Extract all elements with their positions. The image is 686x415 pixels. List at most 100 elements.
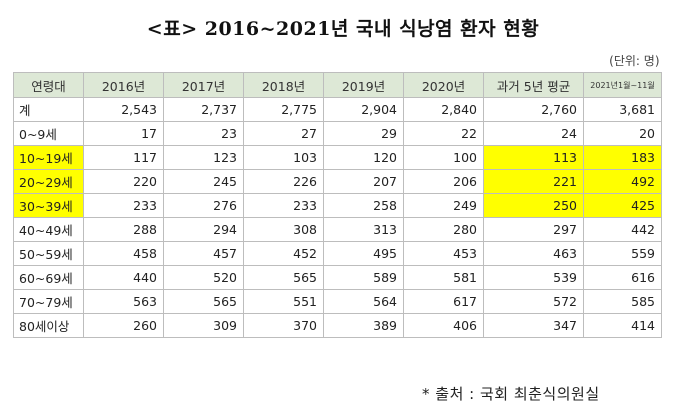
table-row: 80세이상 260 309 370 389 406 347 414 bbox=[13, 313, 662, 338]
value-cell: 2,737 bbox=[163, 97, 244, 122]
value-cell: 258 bbox=[323, 193, 404, 218]
table-row: 60~69세 440 520 565 589 581 539 616 bbox=[13, 265, 662, 290]
value-cell: 123 bbox=[163, 145, 244, 170]
table-row: 70~79세 563 565 551 564 617 572 585 bbox=[13, 289, 662, 314]
value-cell: 276 bbox=[163, 193, 244, 218]
age-group-cell: 10~19세 bbox=[13, 145, 84, 170]
value-cell: 389 bbox=[323, 313, 404, 338]
table-row: 30~39세 233 276 233 258 249 250 425 bbox=[13, 193, 662, 218]
table-row: 0~9세 17 23 27 29 22 24 20 bbox=[13, 121, 662, 146]
value-cell: 440 bbox=[83, 265, 164, 290]
value-cell: 565 bbox=[243, 265, 324, 290]
value-cell: 27 bbox=[243, 121, 324, 146]
age-group-cell: 30~39세 bbox=[13, 193, 84, 218]
value-cell: 453 bbox=[403, 241, 484, 266]
value-cell: 260 bbox=[83, 313, 164, 338]
value-cell: 120 bbox=[323, 145, 404, 170]
value-cell: 294 bbox=[163, 217, 244, 242]
value-cell: 563 bbox=[83, 289, 164, 314]
value-cell: 581 bbox=[403, 265, 484, 290]
value-cell: 29 bbox=[323, 121, 404, 146]
value-cell: 347 bbox=[483, 313, 584, 338]
age-group-cell: 60~69세 bbox=[13, 265, 84, 290]
header-cell-2018: 2018년 bbox=[243, 72, 324, 98]
age-group-cell: 40~49세 bbox=[13, 217, 84, 242]
value-cell: 308 bbox=[243, 217, 324, 242]
age-group-cell: 70~79세 bbox=[13, 289, 84, 314]
value-cell: 297 bbox=[483, 217, 584, 242]
value-cell: 616 bbox=[583, 265, 662, 290]
value-cell: 2,760 bbox=[483, 97, 584, 122]
value-cell: 2,775 bbox=[243, 97, 324, 122]
value-cell: 551 bbox=[243, 289, 324, 314]
value-cell: 113 bbox=[483, 145, 584, 170]
value-cell: 370 bbox=[243, 313, 324, 338]
value-cell: 250 bbox=[483, 193, 584, 218]
value-cell: 220 bbox=[83, 169, 164, 194]
value-cell: 564 bbox=[323, 289, 404, 314]
value-cell: 572 bbox=[483, 289, 584, 314]
value-cell: 103 bbox=[243, 145, 324, 170]
value-cell: 206 bbox=[403, 169, 484, 194]
value-cell: 20 bbox=[583, 121, 662, 146]
value-cell: 2,904 bbox=[323, 97, 404, 122]
value-cell: 233 bbox=[243, 193, 324, 218]
value-cell: 2,840 bbox=[403, 97, 484, 122]
age-group-cell: 0~9세 bbox=[13, 121, 84, 146]
header-cell-2020: 2020년 bbox=[403, 72, 484, 98]
value-cell: 539 bbox=[483, 265, 584, 290]
value-cell: 309 bbox=[163, 313, 244, 338]
value-cell: 585 bbox=[583, 289, 662, 314]
value-cell: 233 bbox=[83, 193, 164, 218]
value-cell: 3,681 bbox=[583, 97, 662, 122]
source-note: * 출처 : 국회 최춘식의원실 bbox=[422, 385, 600, 403]
header-cell-5yr-average: 과거 5년 평균 bbox=[483, 72, 584, 98]
age-group-cell: 계 bbox=[13, 97, 84, 122]
value-cell: 589 bbox=[323, 265, 404, 290]
table-row: 40~49세 288 294 308 313 280 297 442 bbox=[13, 217, 662, 242]
value-cell: 207 bbox=[323, 169, 404, 194]
value-cell: 280 bbox=[403, 217, 484, 242]
table-header-row: 연령대 2016년 2017년 2018년 2019년 2020년 과거 5년 … bbox=[13, 72, 662, 98]
value-cell: 520 bbox=[163, 265, 244, 290]
value-cell: 495 bbox=[323, 241, 404, 266]
value-cell: 22 bbox=[403, 121, 484, 146]
value-cell: 24 bbox=[483, 121, 584, 146]
value-cell: 559 bbox=[583, 241, 662, 266]
age-group-cell: 20~29세 bbox=[13, 169, 84, 194]
value-cell: 425 bbox=[583, 193, 662, 218]
value-cell: 414 bbox=[583, 313, 662, 338]
age-group-cell: 50~59세 bbox=[13, 241, 84, 266]
value-cell: 617 bbox=[403, 289, 484, 314]
value-cell: 23 bbox=[163, 121, 244, 146]
value-cell: 183 bbox=[583, 145, 662, 170]
value-cell: 100 bbox=[403, 145, 484, 170]
value-cell: 221 bbox=[483, 169, 584, 194]
value-cell: 288 bbox=[83, 217, 164, 242]
value-cell: 458 bbox=[83, 241, 164, 266]
value-cell: 492 bbox=[583, 169, 662, 194]
value-cell: 565 bbox=[163, 289, 244, 314]
table-row: 50~59세 458 457 452 495 453 463 559 bbox=[13, 241, 662, 266]
unit-row: (단위: 명) bbox=[13, 48, 662, 73]
value-cell: 452 bbox=[243, 241, 324, 266]
table-row: 10~19세 117 123 103 120 100 113 183 bbox=[13, 145, 662, 170]
unit-label: (단위: 명) bbox=[583, 48, 662, 73]
value-cell: 406 bbox=[403, 313, 484, 338]
header-cell-2017: 2017년 bbox=[163, 72, 244, 98]
value-cell: 457 bbox=[163, 241, 244, 266]
value-cell: 117 bbox=[83, 145, 164, 170]
value-cell: 17 bbox=[83, 121, 164, 146]
table-row: 계 2,543 2,737 2,775 2,904 2,840 2,760 3,681 bbox=[13, 97, 662, 122]
patient-stats-table: (단위: 명) 연령대 2016년 2017년 2018년 2019년 2020… bbox=[13, 48, 662, 338]
value-cell: 249 bbox=[403, 193, 484, 218]
header-cell-age-group: 연령대 bbox=[13, 72, 84, 98]
header-cell-2016: 2016년 bbox=[83, 72, 164, 98]
header-cell-2019: 2019년 bbox=[323, 72, 404, 98]
table-row: 20~29세 220 245 226 207 206 221 492 bbox=[13, 169, 662, 194]
value-cell: 2,543 bbox=[83, 97, 164, 122]
value-cell: 313 bbox=[323, 217, 404, 242]
document-title: <표> 2016~2021년 국내 식낭염 환자 현황 bbox=[146, 18, 540, 40]
value-cell: 442 bbox=[583, 217, 662, 242]
value-cell: 226 bbox=[243, 169, 324, 194]
